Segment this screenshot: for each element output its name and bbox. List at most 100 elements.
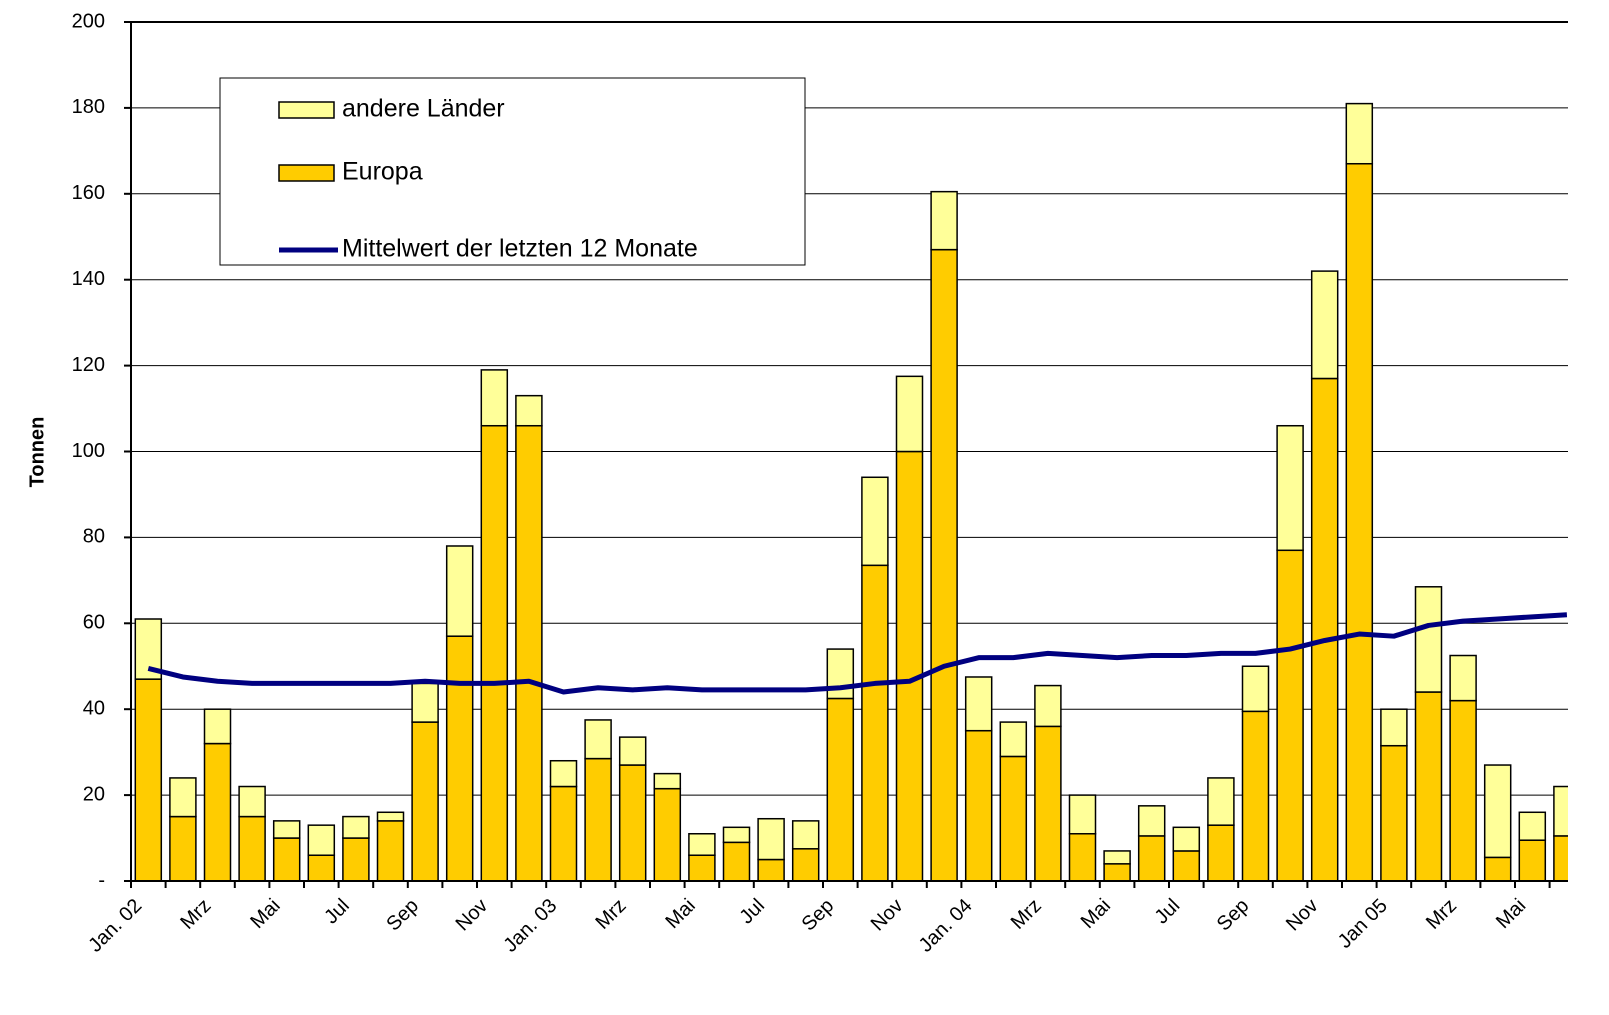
- bar-segment: [1483, 764, 1512, 859]
- x-tick-label: Sep: [382, 895, 423, 936]
- bar-segment: [1414, 586, 1443, 693]
- bar-segment: [411, 721, 439, 882]
- bar-segment: [272, 820, 301, 839]
- y-tick-label: 140: [72, 268, 105, 290]
- bar-segment: [584, 757, 612, 882]
- bar-segment: [964, 729, 993, 882]
- bar-segment: [1518, 811, 1547, 841]
- legend-label: Mittelwert der letzten 12 Monate: [342, 235, 698, 263]
- bar-segment: [757, 817, 785, 861]
- x-tick-label: Mrz: [592, 895, 631, 934]
- bar-segment: [1553, 835, 1568, 882]
- y-tick-label: 100: [72, 440, 105, 462]
- bar-segment: [1034, 725, 1062, 882]
- bar-segment: [1103, 863, 1131, 882]
- bar-segment: [203, 742, 232, 882]
- y-tick-label: 120: [72, 354, 105, 376]
- x-tick-label: Mai: [246, 895, 284, 933]
- bar-segment: [134, 678, 163, 882]
- x-tick-label: Jan. 03: [500, 895, 562, 957]
- bar-segment: [515, 394, 543, 427]
- bar-segment: [1553, 785, 1568, 837]
- bar-segment: [1449, 654, 1477, 702]
- legend: andere Länder Europa Mittelwert der letzte…: [219, 77, 806, 266]
- bar-segment: [791, 820, 820, 850]
- legend-swatch: [278, 101, 335, 119]
- bar-segment: [376, 820, 405, 882]
- x-tick-label: Mai: [1492, 895, 1530, 933]
- bar-segment: [1241, 710, 1270, 882]
- bar-segment: [342, 837, 370, 882]
- bar-segment: [480, 369, 509, 427]
- bar-segment: [791, 848, 820, 882]
- x-tick-label: Mrz: [176, 895, 215, 934]
- bar-segment: [1068, 794, 1097, 835]
- legend-label: Europa: [342, 158, 423, 186]
- bar-segment: [653, 772, 682, 790]
- bar-segment: [1276, 424, 1304, 552]
- bar-segment: [342, 815, 370, 839]
- bar-segment: [1483, 856, 1512, 882]
- bar-segment: [1276, 549, 1304, 882]
- bar-segment: [1034, 684, 1062, 728]
- bar-segment: [238, 785, 266, 818]
- bar-segment: [1518, 839, 1547, 882]
- bar-segment: [411, 682, 439, 723]
- bar-segment: [826, 697, 855, 882]
- plot-area: [131, 21, 1568, 882]
- bar-segment: [964, 676, 993, 732]
- bar-segment: [169, 815, 197, 882]
- bar-segment: [1103, 850, 1131, 865]
- x-tick-label: Jan. 04: [915, 895, 977, 957]
- bar-segment: [307, 824, 336, 856]
- x-tick-label: Jul: [320, 895, 354, 929]
- y-tick-label: 80: [83, 526, 105, 548]
- bar-segment: [445, 545, 474, 637]
- bar-segment: [722, 826, 751, 844]
- bar-segment: [238, 815, 266, 882]
- y-tick-label: 200: [72, 10, 105, 32]
- x-tick-label: Mrz: [1007, 895, 1046, 934]
- bar-segment: [826, 648, 855, 700]
- bar-segment: [549, 785, 578, 882]
- x-tick-label: Jul: [735, 895, 769, 929]
- bar-segment: [1137, 835, 1166, 882]
- bar-segment: [203, 708, 232, 745]
- bar-segment: [1414, 691, 1443, 882]
- bar-segment: [1380, 744, 1408, 882]
- bar-segment: [688, 854, 716, 882]
- x-tick-label: Sep: [798, 895, 839, 936]
- bar-segment: [1380, 708, 1408, 747]
- bar-segment: [307, 854, 336, 882]
- y-axis-label: Tonnen: [26, 417, 48, 488]
- bar-segment: [1241, 665, 1270, 713]
- bar-segment: [930, 248, 958, 882]
- y-tick-label: 60: [83, 612, 105, 634]
- y-tick-label: 160: [72, 182, 105, 204]
- bar-segment: [584, 719, 612, 760]
- x-tick-label: Mai: [662, 895, 700, 933]
- bar-segment: [1449, 699, 1477, 882]
- bar-segment: [618, 736, 647, 766]
- average-line: [147, 612, 1568, 695]
- bar-segment: [1137, 805, 1166, 837]
- bar-segment: [757, 858, 785, 882]
- bar-segment: [895, 450, 924, 882]
- bar-segment: [376, 811, 405, 822]
- legend-label: andere Länder: [342, 95, 505, 123]
- bar-segment: [999, 755, 1028, 882]
- bar-segment: [1068, 833, 1097, 882]
- x-tick-label: Nov: [867, 895, 908, 936]
- bar-segment: [1207, 824, 1235, 882]
- bar-segment: [861, 564, 889, 882]
- bar-segment: [480, 424, 509, 882]
- x-tick-label: Sep: [1213, 895, 1254, 936]
- y-tick-label: 180: [72, 96, 105, 118]
- bar-segment: [1172, 826, 1201, 852]
- bar-segment: [653, 787, 682, 882]
- x-tick-label: Mrz: [1422, 895, 1461, 934]
- bar-segment: [515, 424, 543, 882]
- y-tick-label: 40: [83, 697, 105, 719]
- x-tick-label: Jan 05: [1334, 895, 1392, 953]
